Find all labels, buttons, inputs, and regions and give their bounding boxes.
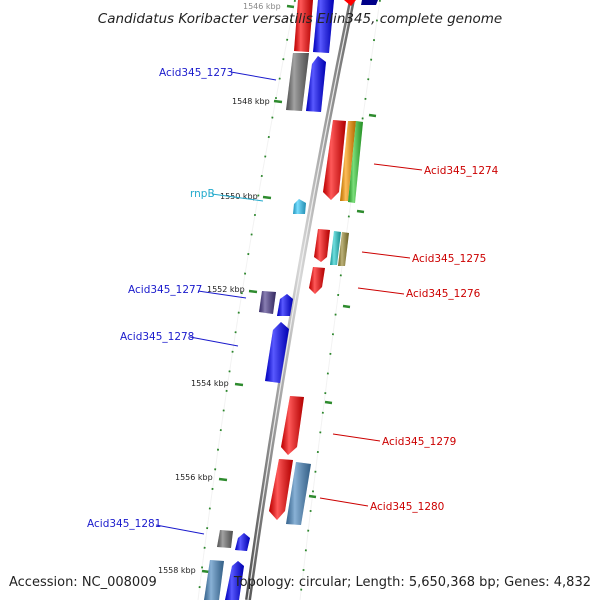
- gene-acid345-1275-shade: [314, 229, 330, 262]
- gene-acid345-1277-shade: [277, 294, 293, 316]
- right-arc-band: [299, 0, 381, 600]
- label-acid345-1281[interactable]: Acid345_1281: [87, 518, 161, 530]
- leader-acid345-1279: [332, 433, 381, 442]
- tick-1550: [262, 195, 272, 200]
- gene-rnpb-shade: [293, 199, 306, 214]
- gene-acid345-1279-shade: [281, 396, 304, 455]
- label-acid345-1279[interactable]: Acid345_1279: [382, 436, 456, 448]
- leader-acid345-1276: [357, 287, 405, 295]
- outer-tick-c: [342, 304, 351, 309]
- leader-acid345-1273: [230, 71, 277, 81]
- gene-acid345-1274-green-shade: [348, 121, 363, 203]
- gene-acid345-1276-shade: [309, 267, 325, 294]
- label-acid345-1273[interactable]: Acid345_1273: [159, 67, 233, 79]
- gene-blue-bottom-shade: [225, 561, 244, 600]
- scale-label-1554: 1554 kbp: [191, 379, 229, 388]
- map-title: Candidatus Koribacter versatilis Ellin34…: [97, 11, 503, 27]
- gene-acid345-1273-gray-shade: [286, 53, 309, 111]
- scale-ticks: [201, 4, 295, 574]
- label-acid345-1278[interactable]: Acid345_1278: [120, 331, 194, 343]
- gene-acid345-1273-shade: [306, 56, 326, 112]
- gene-acid345-1275-olive-shade: [338, 232, 349, 266]
- gene-blue-top-forward-shade: [313, 0, 334, 53]
- gene-acid345-1280-shade: [269, 459, 293, 520]
- leader-acid345-1278: [189, 336, 239, 347]
- gene-acid345-1277-purple-shade: [259, 291, 276, 314]
- label-acid345-1276[interactable]: Acid345_1276: [406, 288, 481, 300]
- scale-label-1550: 1550 kbp: [220, 192, 258, 201]
- gene-acid345-1281-shade: [235, 533, 250, 551]
- leader-acid345-1280: [319, 497, 369, 507]
- accession-text: Accession: NC_008009: [9, 575, 157, 590]
- tick-1556: [218, 477, 228, 482]
- tick-1548: [273, 99, 283, 104]
- gene-acid345-1274-shade: [323, 120, 346, 200]
- gene-red-top-forward-shade: [294, 0, 313, 52]
- label-acid345-1275[interactable]: Acid345_1275: [412, 253, 486, 265]
- leader-lines: [155, 71, 423, 535]
- scale-label-1548: 1548 kbp: [232, 97, 270, 106]
- outer-tick-e: [308, 494, 317, 499]
- scale-label-1556: 1556 kbp: [175, 473, 213, 482]
- gene-navy-top-reverse[interactable]: [361, 0, 378, 5]
- scale-label-1546: 1546 kbp: [243, 2, 281, 11]
- tick-1546: [286, 4, 295, 9]
- gene-acid345-1278-shade: [265, 322, 289, 383]
- leader-rnpb: [211, 193, 264, 202]
- label-acid345-1274[interactable]: Acid345_1274: [424, 165, 499, 177]
- gene-red-top-reverse[interactable]: [344, 0, 356, 6]
- leader-acid345-1277: [197, 290, 247, 299]
- reverse-features: [269, 0, 378, 525]
- outer-tick-d: [324, 400, 333, 405]
- genome-backbone-highlight: [247, 0, 353, 600]
- scale-label-1558: 1558 kbp: [158, 566, 196, 575]
- gene-acid345-1281-gray-shade: [217, 530, 233, 548]
- label-acid345-1277[interactable]: Acid345_1277: [128, 284, 202, 296]
- left-arc-band: [197, 0, 296, 600]
- leader-acid345-1275: [361, 251, 411, 259]
- tick-1554: [234, 382, 244, 387]
- leader-acid345-1274: [373, 163, 423, 171]
- scale-label-1552: 1552 kbp: [207, 285, 245, 294]
- outer-tick-a: [368, 113, 377, 118]
- gene-acid345-1280-steel-shade: [286, 462, 311, 525]
- label-rnpb[interactable]: rnpB: [190, 188, 215, 200]
- outer-ticks: [308, 113, 377, 499]
- outer-tick-b: [356, 209, 365, 214]
- label-acid345-1280[interactable]: Acid345_1280: [370, 501, 444, 513]
- forward-features: [204, 0, 334, 600]
- tick-1552: [248, 289, 258, 294]
- gene-steel-bottom-shade: [204, 560, 224, 600]
- leader-acid345-1281: [155, 524, 205, 535]
- topology-text: Topology: circular; Length: 5,650,368 bp…: [233, 575, 591, 590]
- gene-acid345-1274-orange-shade: [340, 121, 356, 201]
- gene-acid345-1275-cyan-shade: [330, 231, 341, 265]
